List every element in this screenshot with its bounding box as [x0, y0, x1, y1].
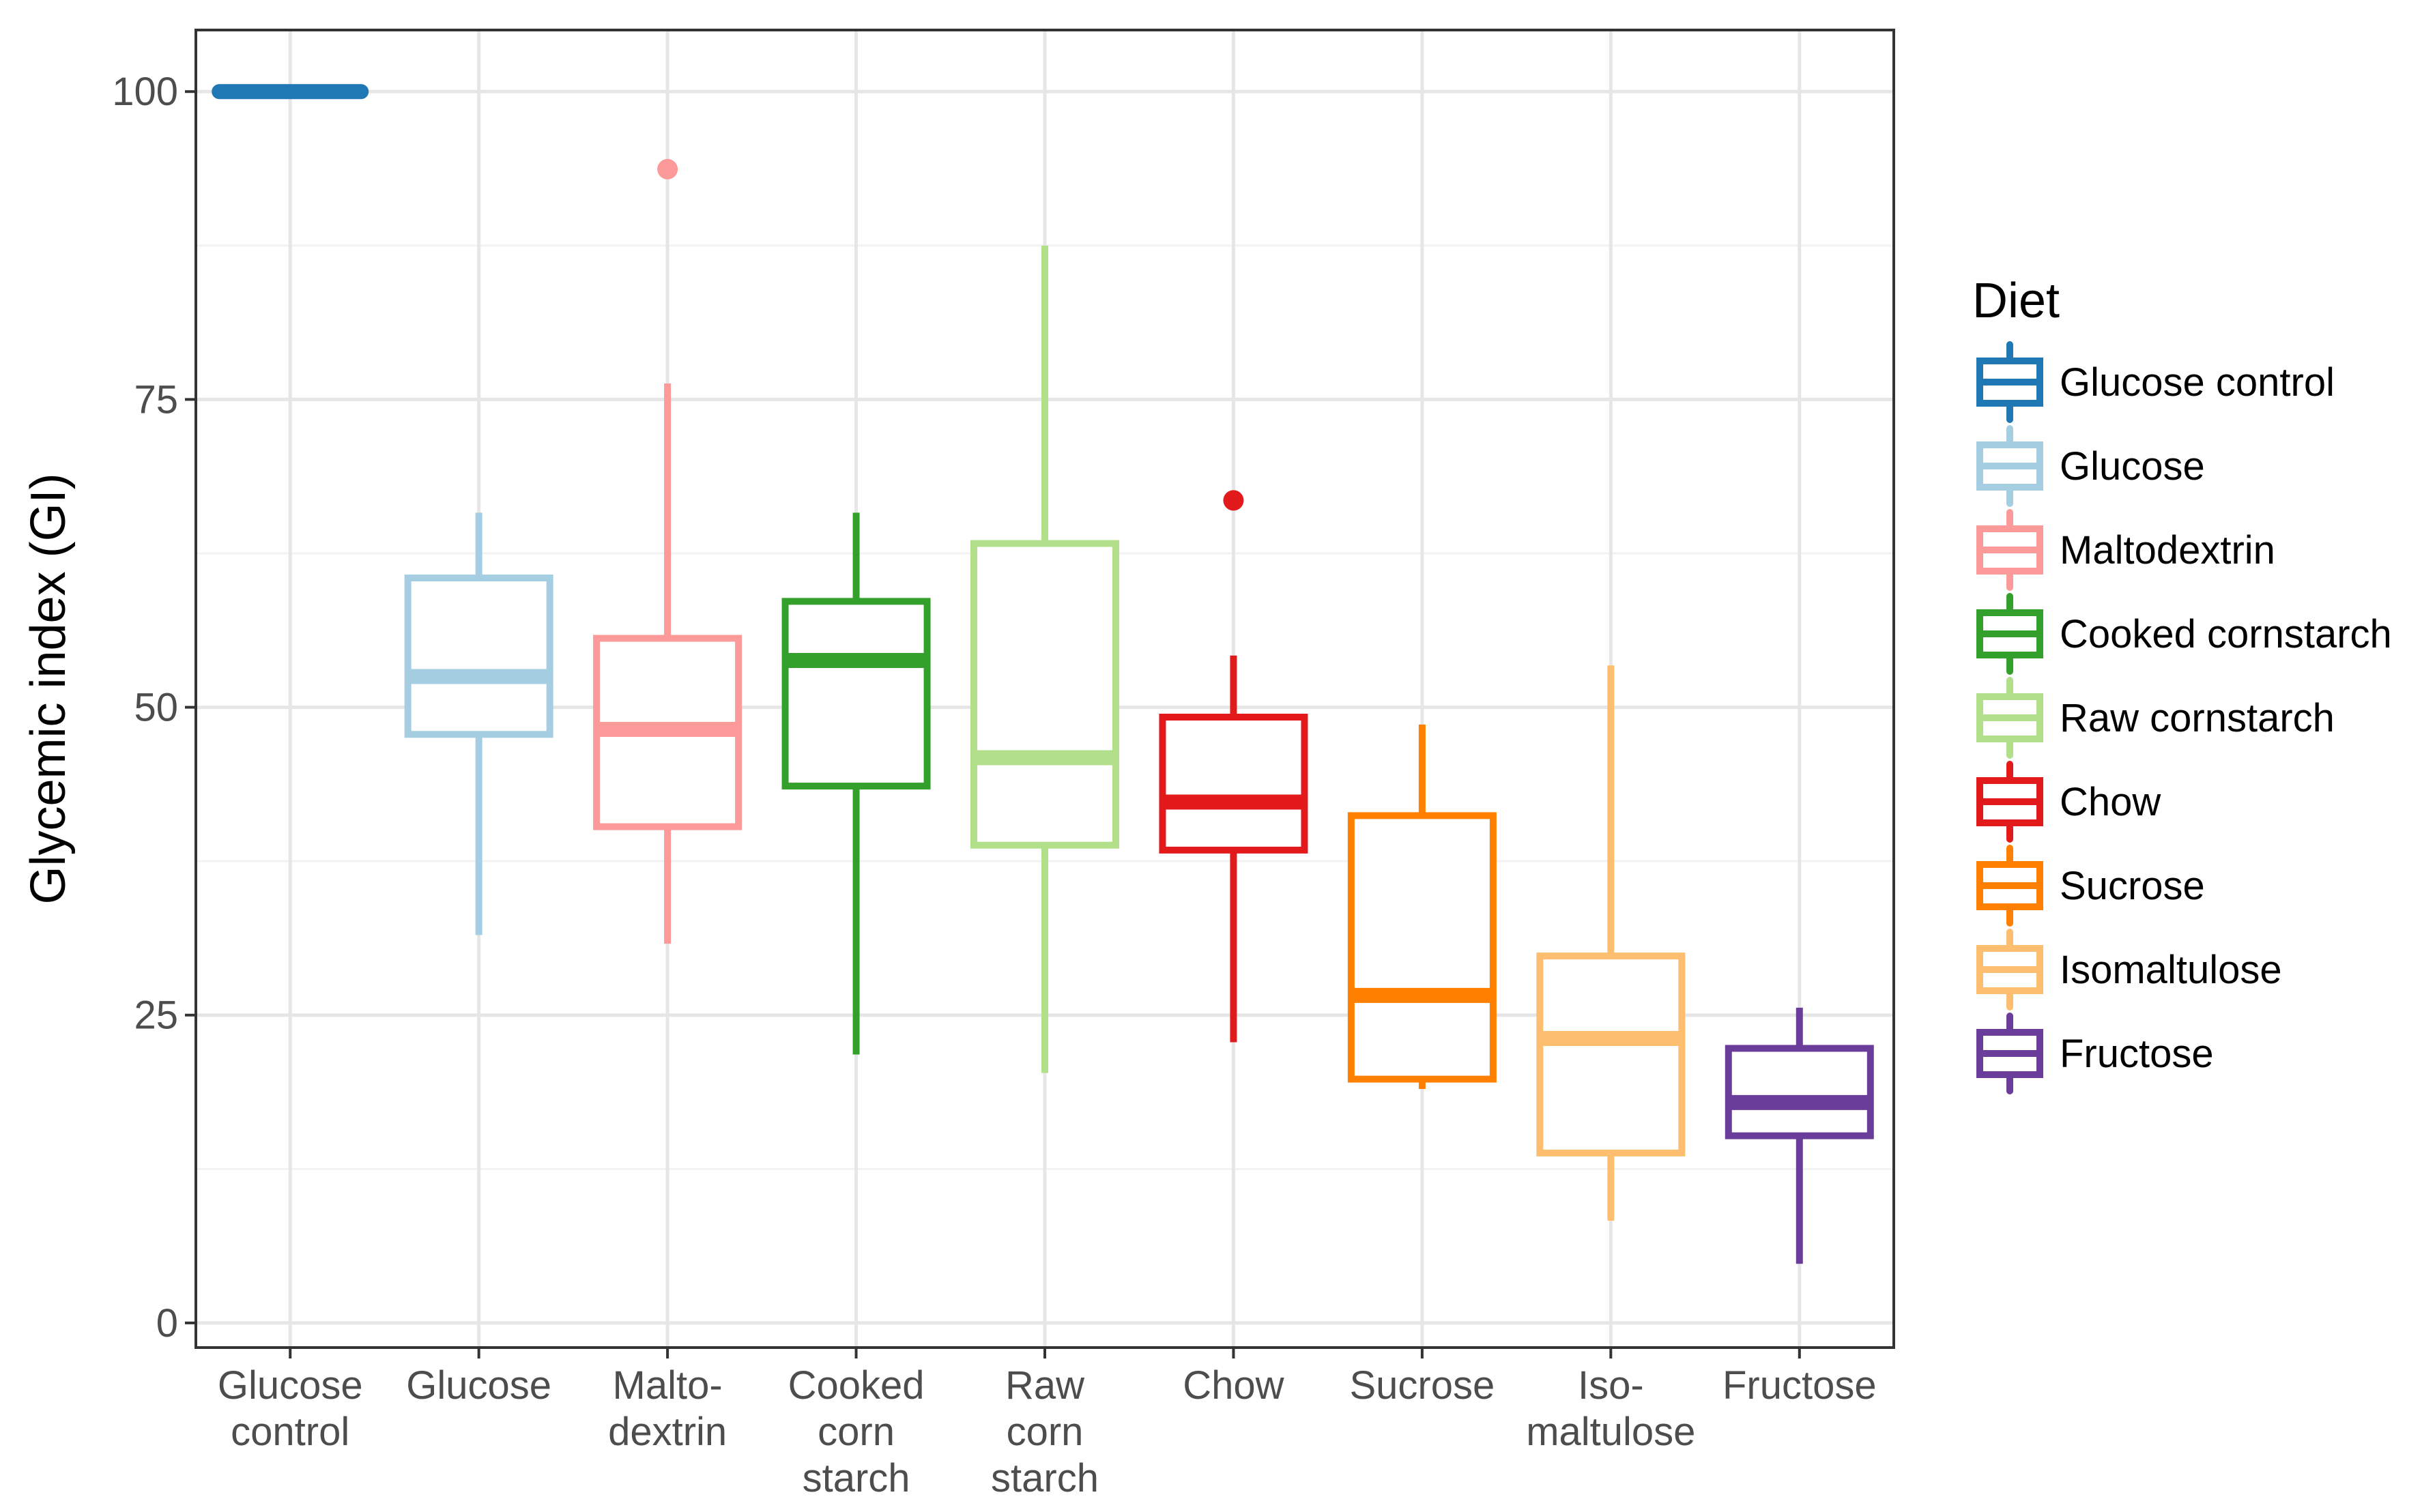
outlier-point	[1223, 490, 1244, 511]
x-tick-label: control	[231, 1410, 349, 1454]
legend-label: Sucrose	[2060, 864, 2205, 908]
y-tick-label: 50	[134, 686, 178, 730]
legend-label: Isomaltulose	[2060, 948, 2282, 992]
x-tick-label: corn	[818, 1410, 895, 1454]
x-tick-label: Fructose	[1722, 1363, 1877, 1408]
x-tick-label: Glucose	[406, 1363, 551, 1408]
legend-label: Chow	[2060, 780, 2161, 824]
x-tick-label: Iso-	[1578, 1363, 1644, 1408]
box-7	[1536, 953, 1686, 1157]
x-tick-label: Glucose	[218, 1363, 363, 1408]
legend-label: Fructose	[2060, 1032, 2214, 1076]
x-tick-label: Raw	[1005, 1363, 1085, 1408]
legend-label: Raw cornstarch	[2060, 696, 2335, 740]
x-tick-label: Sucrose	[1349, 1363, 1495, 1408]
box-8	[1725, 1045, 1874, 1139]
box-6	[1347, 812, 1497, 1083]
x-tick-label: starch	[803, 1456, 910, 1500]
x-tick-label: Chow	[1183, 1363, 1284, 1408]
legend-label: Glucose control	[2060, 360, 2335, 405]
y-tick-label: 75	[134, 377, 178, 422]
legend-label: Maltodextrin	[2060, 528, 2275, 572]
legend-label: Glucose	[2060, 444, 2205, 489]
y-tick-label: 0	[156, 1301, 178, 1346]
x-tick-label: Cooked	[788, 1363, 925, 1408]
y-axis-title: Glycemic index (GI)	[21, 473, 76, 904]
outlier-point	[657, 158, 678, 179]
box-4	[970, 540, 1119, 849]
x-tick-label: dextrin	[608, 1410, 727, 1454]
x-tick-label: corn	[1007, 1410, 1084, 1454]
x-tick-label: maltulose	[1526, 1410, 1695, 1454]
y-tick-label: 25	[134, 993, 178, 1038]
y-tick-label: 100	[112, 70, 178, 114]
x-tick-label: starch	[991, 1456, 1099, 1500]
box-1	[404, 575, 553, 738]
legend-label: Cooked cornstarch	[2060, 612, 2392, 656]
x-tick-label: Malto-	[613, 1363, 723, 1408]
box-3	[781, 598, 931, 790]
legend-title: Diet	[1972, 274, 2060, 328]
box-5	[1159, 714, 1308, 854]
